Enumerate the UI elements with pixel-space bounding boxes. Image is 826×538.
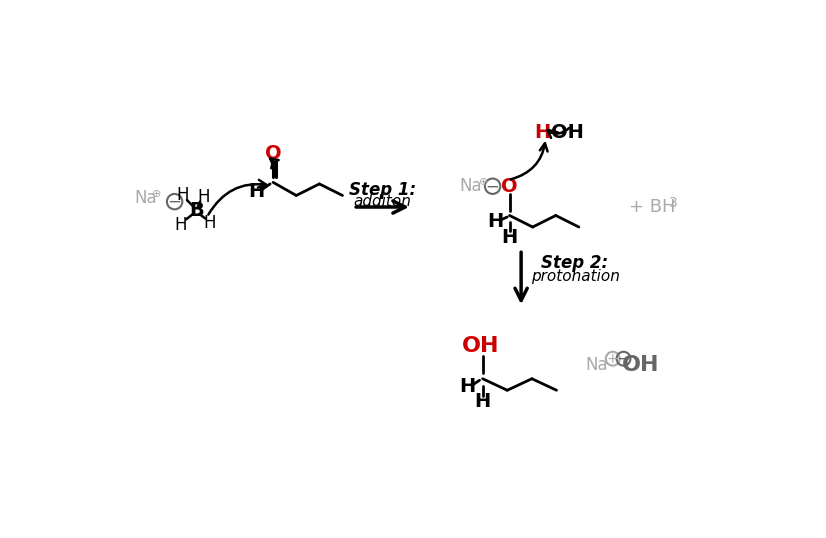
Text: OH: OH: [463, 336, 500, 356]
Text: H: H: [474, 392, 491, 412]
Text: −: −: [486, 177, 500, 195]
Text: Step 1:: Step 1:: [349, 181, 416, 199]
Text: Step 2:: Step 2:: [542, 254, 609, 272]
Text: protonation: protonation: [530, 269, 620, 284]
Text: H: H: [174, 216, 187, 233]
Text: additon: additon: [354, 194, 411, 209]
Text: O: O: [265, 144, 282, 162]
Text: ⊕: ⊕: [479, 178, 488, 187]
Text: Na: Na: [134, 189, 157, 207]
Text: 3: 3: [669, 196, 678, 210]
Text: H: H: [501, 228, 518, 246]
Text: OH: OH: [551, 123, 584, 142]
Text: H: H: [248, 182, 264, 201]
Text: H: H: [534, 123, 550, 142]
Text: OH: OH: [622, 355, 659, 375]
Text: O: O: [501, 176, 518, 196]
Text: H: H: [459, 377, 475, 396]
Text: +: +: [607, 352, 619, 366]
Text: H: H: [197, 188, 210, 206]
Text: Na: Na: [460, 177, 482, 195]
Text: Na: Na: [586, 356, 608, 374]
Text: −: −: [616, 350, 630, 367]
Text: B: B: [189, 201, 203, 221]
Text: ⊕: ⊕: [152, 189, 162, 199]
Text: −: −: [168, 193, 182, 210]
Text: H: H: [204, 214, 216, 232]
Text: H: H: [487, 212, 503, 231]
Text: H: H: [176, 187, 188, 204]
Text: + BH: + BH: [629, 198, 676, 216]
